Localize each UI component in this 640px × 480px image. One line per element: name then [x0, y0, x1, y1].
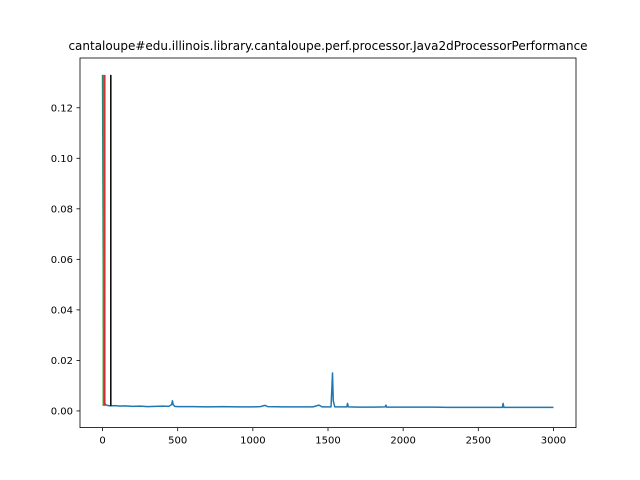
x-tick-label: 1500	[315, 436, 340, 447]
y-tick-label: 0.08	[51, 204, 73, 215]
y-tick-label: 0.12	[51, 103, 73, 114]
y-tick-label: 0.06	[51, 255, 73, 266]
chart-marks	[101, 74, 554, 409]
y-tick-label: 0.04	[51, 305, 73, 316]
chart-title: cantaloupe#edu.illinois.library.cantalou…	[68, 39, 587, 53]
x-tick-label: 1000	[240, 436, 265, 447]
plot-background	[80, 58, 576, 428]
series-line-0	[101, 74, 554, 409]
y-tick-label: 0.10	[51, 154, 73, 165]
x-tick-label: 2500	[466, 436, 491, 447]
x-axis: 0 500 1000 1500 2000 2500 3000	[99, 427, 566, 447]
x-tick-label: 2000	[390, 436, 415, 447]
y-axis: 0.00 0.02 0.04 0.06 0.08 0.10 0.12	[51, 103, 80, 417]
x-tick-label: 3000	[541, 436, 566, 447]
y-tick-label: 0.00	[51, 406, 73, 417]
x-tick-label: 0	[99, 436, 105, 447]
y-tick-label: 0.02	[51, 356, 73, 367]
x-tick-label: 500	[168, 436, 187, 447]
